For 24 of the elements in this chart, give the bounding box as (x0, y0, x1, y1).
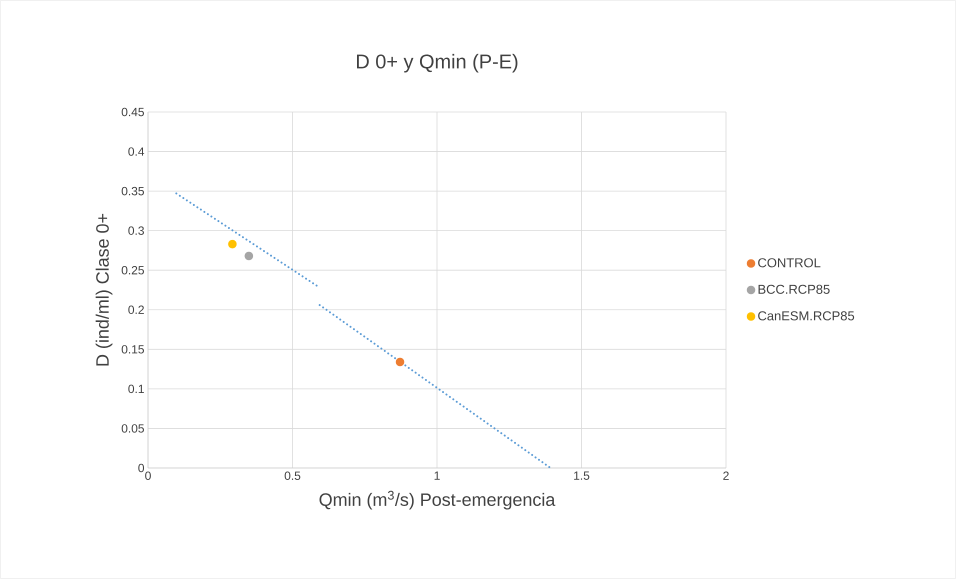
y-tick-label: 0.35 (122, 186, 144, 196)
y-tick-label: 0.4 (128, 147, 144, 156)
y-tick-label: 0 (138, 464, 144, 472)
legend-label: CanESM.RCP85 (758, 311, 854, 320)
y-tick-label: 0.3 (128, 226, 144, 235)
y-tick-label: 0.2 (128, 306, 144, 314)
y-tick-label: 0.25 (122, 266, 144, 274)
y-tick-label: 0.1 (128, 384, 144, 394)
chart-title: D 0+ y Qmin (P-E) (357, 54, 518, 72)
x-tick-label: 1.5 (574, 472, 590, 480)
legend-label: BCC.RCP85 (758, 284, 830, 294)
y-tick-label: 0.15 (122, 345, 144, 354)
point (395, 357, 405, 367)
x-tick-label: 2 (723, 472, 729, 480)
y-tick-label: 0.05 (122, 424, 144, 433)
x-tick-label: 1 (434, 472, 440, 480)
point (244, 251, 254, 261)
x-tick-label: 0 (145, 472, 151, 480)
legend-label: CONTROL (758, 258, 820, 268)
x-tick-label: 0.5 (284, 472, 300, 480)
y-axis-title: D (ind/ml) Clase 0+ (96, 214, 112, 366)
point (228, 239, 238, 249)
y-tick-label: 0.45 (122, 108, 144, 116)
x-axis-title: Qmin (m$^{3}$/s) Post-emergencia (320, 490, 556, 510)
